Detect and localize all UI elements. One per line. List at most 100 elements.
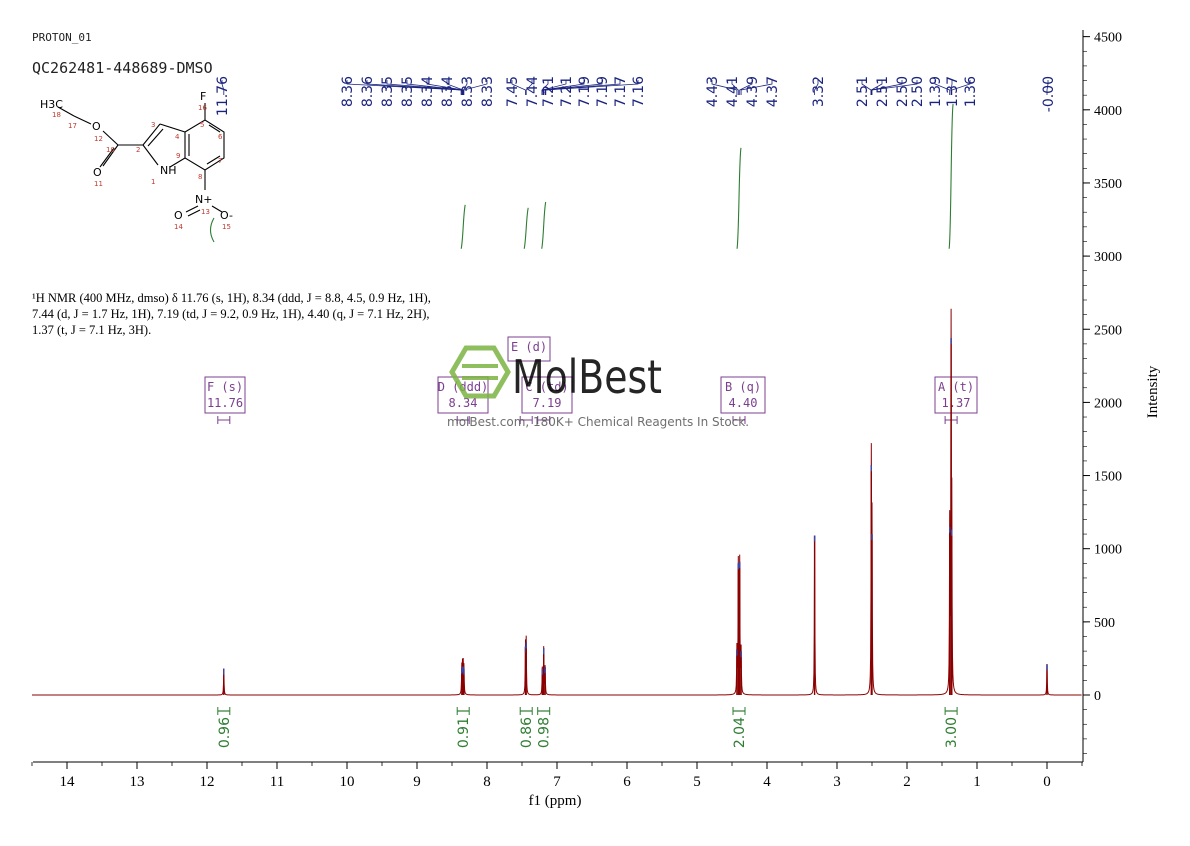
integral-value: 0.98 xyxy=(537,717,553,748)
x-tick-label: 14 xyxy=(60,774,76,790)
y-tick-label: 1000 xyxy=(1094,543,1122,558)
integral-curves xyxy=(460,103,954,249)
atom-number: 12 xyxy=(94,135,103,143)
peak-lines xyxy=(223,338,1048,695)
x-tick-label: 2 xyxy=(903,774,911,790)
x-tick-label: 12 xyxy=(200,774,215,790)
y-tick-label: 500 xyxy=(1094,616,1115,631)
watermark: MolBest molBest.com, 180K+ Chemical Reag… xyxy=(447,345,749,429)
atom-number: 10 xyxy=(106,146,115,154)
peak-label: 4.39 xyxy=(745,76,761,107)
atom-number: 9 xyxy=(176,152,180,160)
atom-label: F xyxy=(200,90,206,103)
atom-number: 2 xyxy=(136,146,140,154)
axes xyxy=(33,30,1084,763)
peak-label: 3.32 xyxy=(811,76,827,107)
integral-value: 2.04 xyxy=(732,717,748,748)
peak-label: 2.50 xyxy=(895,76,911,107)
integral-marks: 0.96 0.91 0.86 0.98 2.04 3.00 xyxy=(217,707,960,748)
watermark-tagline: molBest.com, 180K+ Chemical Reagents In … xyxy=(447,415,749,429)
peak-label: 2.51 xyxy=(855,76,871,107)
peak-label-connector xyxy=(366,80,462,95)
peak-label: 7.19 xyxy=(577,76,593,107)
y-tick-label: 0 xyxy=(1094,689,1101,704)
peak-label-connector xyxy=(545,80,639,95)
peak-label-connector xyxy=(221,80,225,95)
peak-label: 8.33 xyxy=(480,76,496,107)
multiplet-box xyxy=(521,376,573,414)
peak-label: 7.16 xyxy=(631,76,647,107)
peak-label-connector xyxy=(814,80,819,95)
peak-label-connector xyxy=(951,80,971,95)
molecule-structure xyxy=(57,103,225,243)
multiplet-type: B (q) xyxy=(725,380,761,394)
multiplet-boxes: F (s)11.76D (ddd)8.34C (td)7.19E (d)B (q… xyxy=(204,336,978,424)
peak-label: 1.36 xyxy=(963,76,979,107)
atom-number: 7 xyxy=(218,157,222,165)
atom-number: 11 xyxy=(94,180,103,188)
y-tick-label: 4500 xyxy=(1094,31,1122,46)
x-tick-label: 10 xyxy=(340,774,355,790)
peak-label: 1.39 xyxy=(928,76,944,107)
y-axis-label: Intensity xyxy=(1145,365,1161,418)
atom-number: 18 xyxy=(52,111,61,119)
watermark-brand: MolBest xyxy=(512,350,662,404)
peak-label: 2.50 xyxy=(910,76,926,107)
atom-label: O xyxy=(174,209,183,222)
atom-label: N+ xyxy=(195,193,212,206)
integral-curve xyxy=(948,103,954,249)
x-tick-label: 0 xyxy=(1043,774,1051,790)
peak-label: 7.19 xyxy=(595,76,611,107)
molecule-labels: F 16 5 6 4 3 9 7 8 2 10 12 O H3C 18 17 O… xyxy=(40,90,233,231)
x-tick-label: 5 xyxy=(693,774,701,790)
peak-label-connector xyxy=(711,80,738,95)
atom-label: O xyxy=(92,120,101,133)
atom-number: 17 xyxy=(68,122,77,130)
peak-label: 1.37 xyxy=(945,76,961,107)
peak-label: 7.21 xyxy=(541,76,557,107)
peak-label: 8.36 xyxy=(360,76,376,107)
nmr-description: ¹H NMR (400 MHz, dmso) δ 11.76 (s, 1H), … xyxy=(32,291,431,337)
x-tick-label: 1 xyxy=(973,774,981,790)
x-tick-label: 13 xyxy=(130,774,145,790)
multiplet-box xyxy=(934,376,978,414)
peak-label: 4.37 xyxy=(765,76,781,107)
peak-label-connector xyxy=(950,80,953,95)
peak-label-connector xyxy=(739,80,753,95)
peak-label: -0.00 xyxy=(1041,76,1057,112)
multiplet-box xyxy=(204,376,246,414)
spectrum-line xyxy=(32,308,1082,696)
atom-label: O- xyxy=(220,209,233,222)
x-tick-label: 7 xyxy=(553,774,561,790)
peak-label-connector xyxy=(541,80,567,95)
y-tick-label: 4000 xyxy=(1094,104,1122,119)
peak-label-connector xyxy=(544,80,621,95)
atom-number: 16 xyxy=(198,104,207,112)
atom-number: 13 xyxy=(201,208,210,216)
atom-number: 4 xyxy=(175,133,180,141)
peak-label: 7.45 xyxy=(505,76,521,107)
proton-label: PROTON_01 xyxy=(32,31,92,44)
peak-label-connector xyxy=(871,80,918,95)
x-tick-label: 4 xyxy=(763,774,771,790)
peak-label-connector xyxy=(1046,80,1049,95)
y-tick-label: 1500 xyxy=(1094,470,1122,485)
peak-label: 8.35 xyxy=(400,76,416,107)
atom-number: 3 xyxy=(151,121,155,129)
integral-value: 0.86 xyxy=(519,717,535,748)
atom-number: 14 xyxy=(174,223,183,231)
multiplet-box xyxy=(720,376,766,414)
integral-value: 0.91 xyxy=(456,717,472,748)
peak-label-connector xyxy=(463,80,488,95)
peak-label: 7.44 xyxy=(525,76,541,107)
multiplet-type: C (td) xyxy=(525,380,568,394)
multiplet-type: E (d) xyxy=(511,340,547,354)
y-axis-ticks: 0 500 1000 1500 2000 2500 3000 3500 4000 4500 xyxy=(1083,31,1122,754)
x-tick-label: 11 xyxy=(270,774,284,790)
integral-value: 0.96 xyxy=(217,717,233,748)
integral-curve xyxy=(541,201,547,249)
y-tick-label: 3000 xyxy=(1094,250,1122,265)
x-axis-ticks: 14 13 12 11 10 9 8 7 6 5 4 3 2 1 0 xyxy=(31,762,1083,790)
atom-label: O xyxy=(93,166,102,179)
multiplet-shift: 1.37 xyxy=(942,396,971,410)
